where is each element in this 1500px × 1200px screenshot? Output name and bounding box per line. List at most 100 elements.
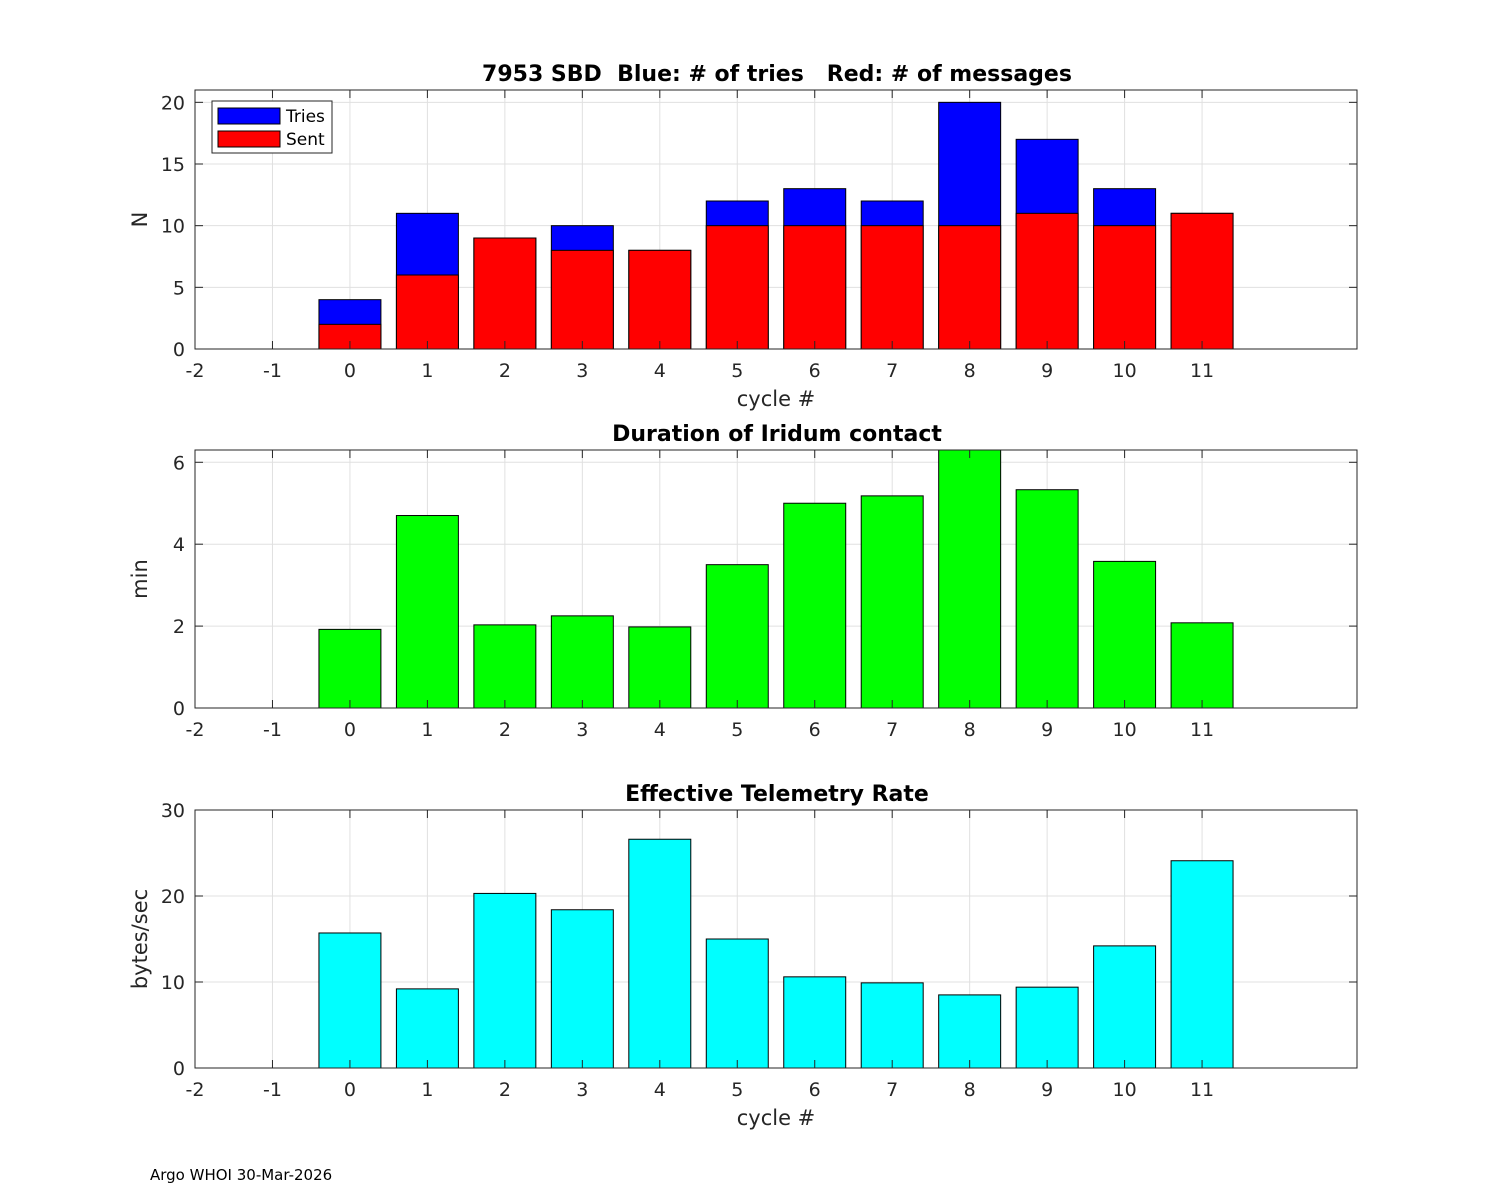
chart-title: Effective Telemetry Rate bbox=[625, 782, 929, 807]
bar-sent-cycle-4 bbox=[628, 249, 692, 350]
y-tick-label: 15 bbox=[161, 154, 185, 176]
chart-2: -2 -1 0 1 2 3 4 5 6 7 8 9 10 11 0 2 4 6 Duration of Iridum… bbox=[128, 422, 1358, 741]
y-axis-label: N bbox=[128, 212, 152, 228]
x-tick-label: -2 bbox=[186, 360, 205, 382]
x-tick-label: 10 bbox=[1113, 1079, 1137, 1101]
x-tick-label: 11 bbox=[1190, 719, 1214, 741]
bar-sent-cycle-8 bbox=[938, 225, 1002, 350]
x-tick-label: 4 bbox=[654, 360, 666, 382]
x-tick-label: 7 bbox=[886, 360, 898, 382]
x-tick-label: 5 bbox=[731, 1079, 743, 1101]
axes-box bbox=[194, 449, 1358, 709]
bar-rate-cycle-2 bbox=[473, 892, 537, 1069]
y-tick-label: 5 bbox=[173, 277, 185, 299]
x-tick-label: -1 bbox=[263, 360, 282, 382]
x-tick-label: -1 bbox=[263, 719, 282, 741]
x-tick-label: 8 bbox=[964, 719, 976, 741]
bar-sent-cycle-11 bbox=[1170, 212, 1234, 350]
x-tick-label: -2 bbox=[186, 719, 205, 741]
bar-duration-cycle-3 bbox=[550, 615, 614, 709]
chart-1: -2 -1 0 1 2 3 4 5 6 7 8 9 10 11 0 5 10 15 20 7953 SBD Blue:… bbox=[128, 62, 1358, 411]
x-tick-label: 2 bbox=[499, 1079, 511, 1101]
bar-duration-cycle-5 bbox=[705, 564, 769, 709]
bar-rate-cycle-7 bbox=[860, 982, 924, 1069]
y-tick-label: 0 bbox=[173, 339, 185, 361]
legend-swatch-tries bbox=[217, 107, 281, 125]
x-tick-label: 3 bbox=[576, 719, 588, 741]
x-tick-label: 11 bbox=[1190, 1079, 1214, 1101]
x-tick-label: 4 bbox=[654, 719, 666, 741]
chart-title: 7953 SBD Blue: # of tries Red: # of mess… bbox=[482, 62, 1072, 87]
bar-duration-cycle-11 bbox=[1170, 622, 1234, 709]
x-tick-label: 6 bbox=[809, 1079, 821, 1101]
y-axis-label: min bbox=[128, 559, 152, 599]
bar-sent-cycle-1 bbox=[395, 274, 459, 350]
bar-sent-cycle-3 bbox=[550, 249, 614, 350]
y-tick-label: 0 bbox=[173, 698, 185, 720]
bar-duration-cycle-10 bbox=[1093, 560, 1157, 709]
bar-rate-cycle-10 bbox=[1093, 945, 1157, 1069]
bar-sent-cycle-10 bbox=[1093, 225, 1157, 350]
x-tick-label: 3 bbox=[576, 360, 588, 382]
y-axis-label: bytes/sec bbox=[128, 889, 152, 989]
bar-duration-cycle-6 bbox=[783, 502, 847, 709]
y-tick-label: 20 bbox=[161, 886, 185, 908]
bar-sent-cycle-2 bbox=[473, 237, 537, 350]
x-tick-label: 1 bbox=[421, 360, 433, 382]
x-tick-label: 0 bbox=[344, 1079, 356, 1101]
x-tick-label: 4 bbox=[654, 1079, 666, 1101]
footer-text: Argo WHOI 30-Mar-2026 bbox=[150, 1166, 333, 1184]
bar-sent-cycle-7 bbox=[860, 225, 924, 350]
x-tick-label: 8 bbox=[964, 360, 976, 382]
plot-area bbox=[195, 90, 1357, 349]
bar-sent-cycle-9 bbox=[1015, 212, 1079, 350]
legend-swatch-sent bbox=[217, 130, 281, 148]
x-tick-label: 2 bbox=[499, 360, 511, 382]
bar-duration-cycle-4 bbox=[628, 626, 692, 709]
x-tick-label: 7 bbox=[886, 719, 898, 741]
axes-box bbox=[194, 89, 1358, 350]
x-tick-label: 11 bbox=[1190, 360, 1214, 382]
bar-duration-cycle-8 bbox=[938, 449, 1002, 709]
x-tick-label: 7 bbox=[886, 1079, 898, 1101]
bar-rate-cycle-8 bbox=[938, 994, 1002, 1069]
x-axis-label: cycle # bbox=[737, 1106, 816, 1130]
x-tick-label: 1 bbox=[421, 719, 433, 741]
x-tick-label: 0 bbox=[344, 719, 356, 741]
x-tick-label: 9 bbox=[1041, 1079, 1053, 1101]
y-tick-label: 10 bbox=[161, 216, 185, 238]
legend-label-tries: Tries bbox=[285, 107, 325, 127]
x-tick-label: 10 bbox=[1113, 360, 1137, 382]
y-tick-label: 0 bbox=[173, 1058, 185, 1080]
x-tick-label: 9 bbox=[1041, 719, 1053, 741]
bar-duration-cycle-0 bbox=[318, 628, 382, 709]
bar-sent-cycle-0 bbox=[318, 323, 382, 350]
x-tick-label: 5 bbox=[731, 719, 743, 741]
x-axis-label: cycle # bbox=[737, 387, 816, 411]
axes-box bbox=[194, 809, 1358, 1069]
plot-area bbox=[195, 450, 1357, 708]
bar-rate-cycle-4 bbox=[628, 838, 692, 1069]
x-tick-label: 0 bbox=[344, 360, 356, 382]
x-tick-label: 5 bbox=[731, 360, 743, 382]
bar-duration-cycle-2 bbox=[473, 624, 537, 709]
bar-duration-cycle-9 bbox=[1015, 489, 1079, 709]
bar-rate-cycle-6 bbox=[783, 976, 847, 1069]
bar-duration-cycle-1 bbox=[395, 515, 459, 709]
x-tick-label: 1 bbox=[421, 1079, 433, 1101]
y-tick-label: 20 bbox=[161, 92, 185, 114]
y-tick-label: 4 bbox=[173, 534, 185, 556]
y-tick-label: 6 bbox=[173, 452, 185, 474]
bar-rate-cycle-9 bbox=[1015, 986, 1079, 1069]
bar-rate-cycle-1 bbox=[395, 988, 459, 1069]
plot-area bbox=[195, 810, 1357, 1068]
bar-sent-cycle-6 bbox=[783, 225, 847, 350]
x-tick-label: 6 bbox=[809, 360, 821, 382]
x-tick-label: 10 bbox=[1113, 719, 1137, 741]
y-tick-label: 30 bbox=[161, 800, 185, 822]
chart-title: Duration of Iridum contact bbox=[612, 422, 942, 447]
legend: Tries Sent bbox=[211, 100, 333, 154]
x-tick-label: 3 bbox=[576, 1079, 588, 1101]
y-tick-label: 2 bbox=[173, 616, 185, 638]
x-tick-label: 9 bbox=[1041, 360, 1053, 382]
